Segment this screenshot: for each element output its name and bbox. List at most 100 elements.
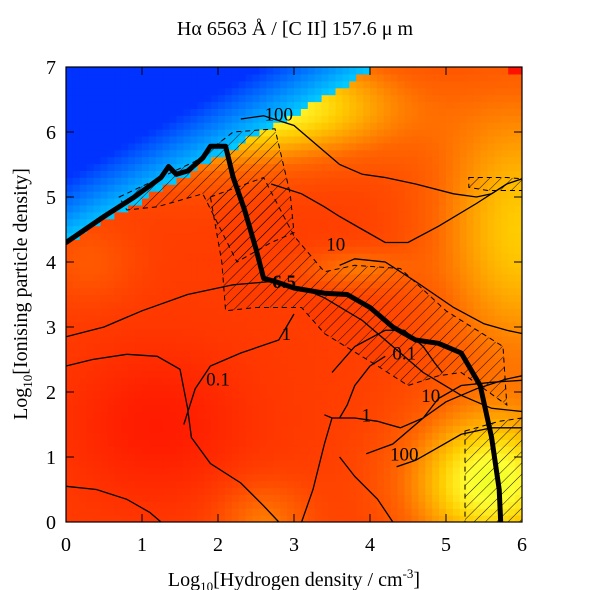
heatmap-cell — [135, 508, 143, 516]
heatmap-cell — [307, 342, 316, 351]
heatmap-cell — [231, 363, 240, 371]
heatmap-cell — [183, 453, 191, 461]
heatmap-cell — [204, 232, 212, 240]
heatmap-cell — [335, 122, 343, 130]
heatmap-cell — [197, 294, 205, 302]
heatmap-cell — [176, 342, 184, 351]
heatmap-cell — [397, 149, 406, 158]
heatmap-cell — [480, 260, 488, 268]
heatmap-cell — [259, 80, 267, 89]
heatmap-cell — [169, 329, 178, 337]
heatmap-cell — [218, 87, 226, 96]
heatmap-cell — [328, 508, 336, 516]
heatmap-cell — [328, 94, 336, 103]
heatmap-cell — [328, 218, 336, 227]
heatmap-cell — [425, 156, 433, 165]
heatmap-cell — [466, 142, 475, 151]
heatmap-cell — [148, 225, 157, 234]
heatmap-cell — [459, 108, 468, 116]
heatmap-cell — [197, 80, 205, 89]
heatmap-cell — [155, 329, 164, 337]
heatmap-cell — [252, 342, 260, 351]
heatmap-cell — [224, 418, 233, 427]
heatmap-cell — [404, 404, 412, 413]
heatmap-cell — [390, 225, 399, 234]
heatmap-cell — [335, 425, 343, 433]
heatmap-cell — [93, 315, 102, 323]
heatmap-cell — [273, 308, 281, 316]
heatmap-cell — [383, 218, 392, 227]
heatmap-cell — [473, 67, 482, 75]
heatmap-cell — [418, 418, 426, 427]
heatmap-cell — [501, 204, 509, 213]
heatmap-cell — [494, 266, 502, 275]
heatmap-cell — [224, 515, 233, 522]
heatmap-cell — [155, 135, 164, 144]
heatmap-cell — [204, 246, 212, 254]
heatmap-cell — [176, 260, 184, 268]
heatmap-cell — [259, 94, 267, 103]
heatmap-cell — [183, 273, 191, 282]
heatmap-cell — [148, 460, 157, 468]
heatmap-cell — [425, 211, 433, 220]
heatmap-cell — [349, 156, 357, 165]
heatmap-cell — [259, 115, 267, 123]
heatmap-cell — [376, 170, 385, 178]
heatmap-cell — [300, 94, 309, 103]
heatmap-cell — [238, 404, 247, 413]
heatmap-cell — [100, 294, 108, 302]
heatmap-cell — [397, 163, 406, 171]
heatmap-cell — [501, 142, 509, 151]
heatmap-cell — [425, 218, 433, 227]
heatmap-cell — [107, 246, 115, 254]
heatmap-cell — [404, 156, 412, 165]
heatmap-cell — [259, 487, 267, 495]
heatmap-cell — [245, 315, 254, 323]
heatmap-cell — [342, 142, 350, 151]
heatmap-cell — [72, 480, 81, 489]
heatmap-cell — [114, 101, 122, 109]
heatmap-cell — [432, 411, 440, 420]
heatmap-cell — [252, 384, 260, 392]
heatmap-cell — [307, 466, 316, 475]
heatmap-cell — [72, 329, 81, 337]
heatmap-cell — [190, 287, 198, 296]
heatmap-cell — [245, 404, 254, 413]
heatmap-cell — [72, 246, 81, 254]
heatmap-cell — [452, 308, 461, 316]
heatmap-cell — [356, 363, 364, 371]
heatmap-cell — [148, 294, 157, 302]
heatmap-cell — [86, 232, 95, 240]
heatmap-cell — [411, 515, 419, 522]
heatmap-cell — [93, 73, 102, 82]
heatmap-cell — [86, 204, 95, 213]
heatmap-cell — [307, 418, 316, 427]
heatmap-cell — [356, 129, 364, 137]
heatmap-cell — [197, 397, 205, 406]
heatmap-cell — [342, 73, 350, 82]
heatmap-cell — [342, 439, 350, 447]
heatmap-cell — [411, 149, 419, 158]
heatmap-cell — [204, 466, 212, 475]
heatmap-cell — [383, 101, 392, 109]
heatmap-cell — [100, 177, 108, 185]
heatmap-cell — [86, 246, 95, 254]
heatmap-cell — [425, 142, 433, 151]
heatmap-cell — [397, 453, 406, 461]
heatmap-cell — [356, 253, 364, 261]
heatmap-cell — [66, 487, 74, 495]
heatmap-cell — [466, 384, 475, 392]
heatmap-cell — [411, 211, 419, 220]
heatmap-cell — [307, 411, 316, 420]
heatmap-cell — [121, 184, 129, 192]
heatmap-cell — [135, 494, 143, 502]
heatmap-cell — [432, 294, 440, 302]
heatmap-cell — [79, 73, 88, 82]
heatmap-cell — [79, 239, 88, 247]
heatmap-cell — [280, 335, 288, 344]
heatmap-cell — [363, 232, 371, 240]
heatmap-cell — [335, 363, 343, 371]
heatmap-cell — [142, 287, 150, 296]
heatmap-cell — [114, 329, 122, 337]
heatmap-cell — [452, 94, 461, 103]
